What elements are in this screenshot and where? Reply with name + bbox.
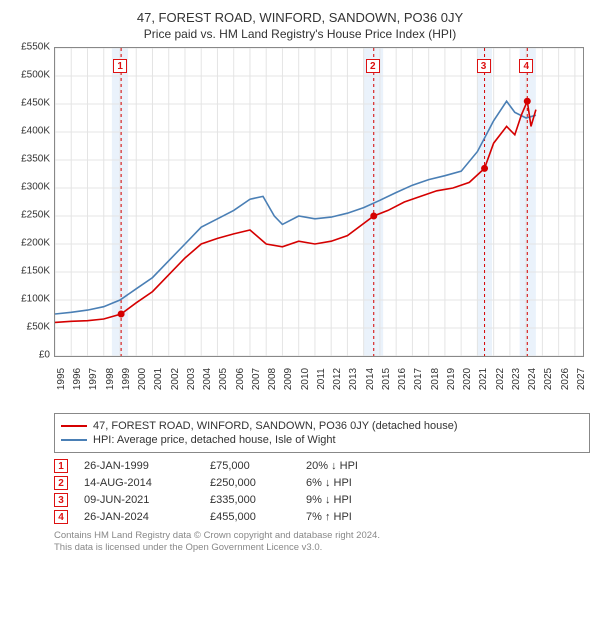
legend-swatch [61, 439, 87, 441]
transaction-date: 26-JAN-1999 [84, 460, 194, 472]
x-tick-label: 2009 [281, 368, 294, 390]
transaction-price: £250,000 [210, 477, 290, 489]
legend: 47, FOREST ROAD, WINFORD, SANDOWN, PO36 … [54, 413, 590, 453]
y-tick-label: £250K [21, 210, 54, 221]
y-tick-label: £50K [27, 322, 54, 333]
x-tick-label: 1996 [70, 368, 83, 390]
footer-line-1: Contains HM Land Registry data © Crown c… [54, 530, 590, 542]
x-tick-label: 2017 [411, 368, 424, 390]
transaction-diff: 9% ↓ HPI [306, 494, 406, 506]
x-tick-label: 2013 [346, 368, 359, 390]
y-tick-label: £150K [21, 266, 54, 277]
transaction-date: 09-JUN-2021 [84, 494, 194, 506]
x-tick-label: 2005 [216, 368, 229, 390]
chart: £0£50K£100K£150K£200K£250K£300K£350K£400… [54, 47, 584, 377]
transaction-row: 1 26-JAN-1999 £75,000 20% ↓ HPI [54, 459, 590, 473]
x-tick-label: 2022 [493, 368, 506, 390]
footer: Contains HM Land Registry data © Crown c… [54, 530, 590, 555]
x-tick-label: 2024 [525, 368, 538, 390]
x-tick-label: 1995 [54, 368, 67, 390]
transaction-price: £335,000 [210, 494, 290, 506]
transaction-price: £455,000 [210, 511, 290, 523]
transaction-row: 3 09-JUN-2021 £335,000 9% ↓ HPI [54, 493, 590, 507]
x-tick-label: 1999 [119, 368, 132, 390]
x-tick-label: 2018 [428, 368, 441, 390]
x-tick-label: 2006 [233, 368, 246, 390]
y-tick-label: £0 [39, 350, 54, 361]
transaction-date: 14-AUG-2014 [84, 477, 194, 489]
x-tick-label: 2027 [574, 368, 587, 390]
transaction-row: 4 26-JAN-2024 £455,000 7% ↑ HPI [54, 510, 590, 524]
x-tick-label: 2014 [363, 368, 376, 390]
transaction-row-marker: 4 [54, 510, 68, 524]
x-tick-label: 2001 [151, 368, 164, 390]
transaction-price: £75,000 [210, 460, 290, 472]
x-tick-label: 2000 [135, 368, 148, 390]
legend-label: 47, FOREST ROAD, WINFORD, SANDOWN, PO36 … [93, 420, 458, 432]
legend-row: 47, FOREST ROAD, WINFORD, SANDOWN, PO36 … [61, 420, 583, 432]
transaction-diff: 6% ↓ HPI [306, 477, 406, 489]
transaction-row-marker: 3 [54, 493, 68, 507]
legend-swatch [61, 425, 87, 427]
x-tick-label: 2020 [460, 368, 473, 390]
transaction-marker: 4 [519, 59, 533, 73]
x-tick-label: 2002 [168, 368, 181, 390]
x-tick-label: 2007 [249, 368, 262, 390]
chart-title: 47, FOREST ROAD, WINFORD, SANDOWN, PO36 … [10, 10, 590, 25]
legend-row: HPI: Average price, detached house, Isle… [61, 434, 583, 446]
transaction-row: 2 14-AUG-2014 £250,000 6% ↓ HPI [54, 476, 590, 490]
y-tick-label: £450K [21, 98, 54, 109]
plot-area [54, 47, 584, 357]
transaction-marker: 1 [113, 59, 127, 73]
x-tick-label: 2012 [330, 368, 343, 390]
legend-label: HPI: Average price, detached house, Isle… [93, 434, 336, 446]
y-tick-label: £100K [21, 294, 54, 305]
x-tick-label: 2023 [509, 368, 522, 390]
transaction-marker: 3 [477, 59, 491, 73]
x-tick-label: 2003 [184, 368, 197, 390]
x-tick-label: 2010 [298, 368, 311, 390]
x-tick-label: 2019 [444, 368, 457, 390]
transaction-row-marker: 1 [54, 459, 68, 473]
x-tick-label: 2004 [200, 368, 213, 390]
y-tick-label: £200K [21, 238, 54, 249]
transaction-marker: 2 [366, 59, 380, 73]
y-tick-label: £500K [21, 70, 54, 81]
x-tick-label: 2008 [265, 368, 278, 390]
x-tick-label: 2025 [541, 368, 554, 390]
y-tick-label: £550K [21, 42, 54, 53]
y-tick-label: £300K [21, 182, 54, 193]
transaction-row-marker: 2 [54, 476, 68, 490]
x-tick-label: 2021 [476, 368, 489, 390]
transaction-diff: 20% ↓ HPI [306, 460, 406, 472]
x-axis-labels: 1995199619971998199920002001200220032004… [54, 357, 584, 377]
plot-svg [55, 48, 583, 356]
y-tick-label: £350K [21, 154, 54, 165]
x-tick-label: 2026 [558, 368, 571, 390]
x-tick-label: 2011 [314, 368, 327, 390]
y-tick-label: £400K [21, 126, 54, 137]
transaction-table: 1 26-JAN-1999 £75,000 20% ↓ HPI 2 14-AUG-2014… [54, 459, 590, 524]
x-tick-label: 2016 [395, 368, 408, 390]
chart-subtitle: Price paid vs. HM Land Registry's House … [10, 27, 590, 41]
transaction-diff: 7% ↑ HPI [306, 511, 406, 523]
x-tick-label: 1997 [86, 368, 99, 390]
transaction-date: 26-JAN-2024 [84, 511, 194, 523]
x-tick-label: 2015 [379, 368, 392, 390]
footer-line-2: This data is licensed under the Open Gov… [54, 542, 590, 554]
x-tick-label: 1998 [103, 368, 116, 390]
